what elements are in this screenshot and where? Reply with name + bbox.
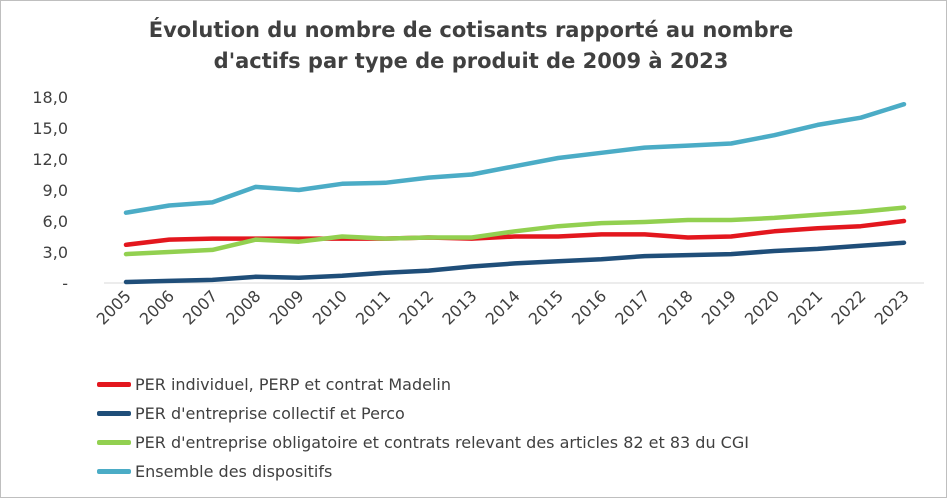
- y-tick-label: 18,0: [32, 88, 68, 107]
- legend-item-per-individuel: PER individuel, PERP et contrat Madelin: [97, 370, 749, 399]
- x-tick-label: 2018: [654, 286, 696, 328]
- y-tick-label: 9,0: [43, 181, 68, 200]
- legend-label: Ensemble des dispositifs: [135, 462, 333, 481]
- x-tick-label: 2015: [525, 286, 567, 328]
- x-tick-label: 2006: [136, 286, 178, 328]
- x-tick-label: 2017: [611, 286, 653, 328]
- x-tick-label: 2007: [179, 286, 221, 328]
- chart-title-line-2: d'actifs par type de produit de 2009 à 2…: [213, 49, 729, 73]
- legend-item-per-entreprise-collectif: PER d'entreprise collectif et Perco: [97, 399, 749, 428]
- legend-label: PER individuel, PERP et contrat Madelin: [135, 375, 452, 394]
- legend-item-ensemble: Ensemble des dispositifs: [97, 457, 749, 486]
- y-tick-label: 15,0: [32, 119, 68, 138]
- x-tick-label: 2016: [568, 286, 610, 328]
- legend-swatch: [97, 440, 131, 445]
- x-tick-label: 2013: [438, 286, 480, 328]
- series-line-per-entreprise-collectif: [123, 240, 907, 285]
- y-tick-label: 12,0: [32, 150, 68, 169]
- x-tick-label: 2010: [309, 286, 351, 328]
- x-tick-label: 2009: [265, 286, 307, 328]
- x-tick-label: 2019: [698, 286, 740, 328]
- series-line-per-entreprise-obligatoire: [123, 205, 907, 257]
- chart-title-line-1: Évolution du nombre de cotisants rapport…: [148, 18, 794, 42]
- legend: PER individuel, PERP et contrat Madelin …: [97, 370, 749, 486]
- x-tick-label: 2005: [93, 286, 135, 328]
- y-tick-label: 6,0: [43, 212, 68, 231]
- x-tick-label: 2008: [222, 286, 264, 328]
- x-tick-label: 2012: [395, 286, 437, 328]
- y-tick-label: -: [62, 274, 68, 293]
- legend-swatch: [97, 382, 131, 387]
- legend-swatch: [97, 469, 131, 474]
- series-lines: [123, 101, 907, 285]
- chart-title: Évolution du nombre de cotisants rapport…: [61, 15, 881, 77]
- legend-item-per-entreprise-obligatoire: PER d'entreprise obligatoire et contrats…: [97, 428, 749, 457]
- legend-label: PER d'entreprise obligatoire et contrats…: [135, 433, 749, 452]
- x-tick-label: 2023: [871, 286, 913, 328]
- x-axis: 2005 2006 2007 2008 2009 2010 2011 2012 2013 2014…: [93, 286, 913, 328]
- line-chart: -3,06,09,012,015,018,0 2005 2006 2007 2008 2…: [32, 88, 924, 329]
- x-tick-label: 2021: [784, 286, 826, 328]
- x-tick-label: 2020: [741, 286, 783, 328]
- y-axis: - 3,0 6,0 9,0 12,0 15,0 18,0: [32, 88, 68, 293]
- x-tick-label: 2014: [482, 286, 524, 328]
- x-tick-label: 2011: [352, 286, 394, 328]
- series-line-ensemble: [123, 101, 907, 215]
- legend-swatch: [97, 411, 131, 416]
- legend-label: PER d'entreprise collectif et Perco: [135, 404, 405, 423]
- x-tick-label: 2022: [827, 286, 869, 328]
- y-tick-label: 3,0: [43, 243, 68, 262]
